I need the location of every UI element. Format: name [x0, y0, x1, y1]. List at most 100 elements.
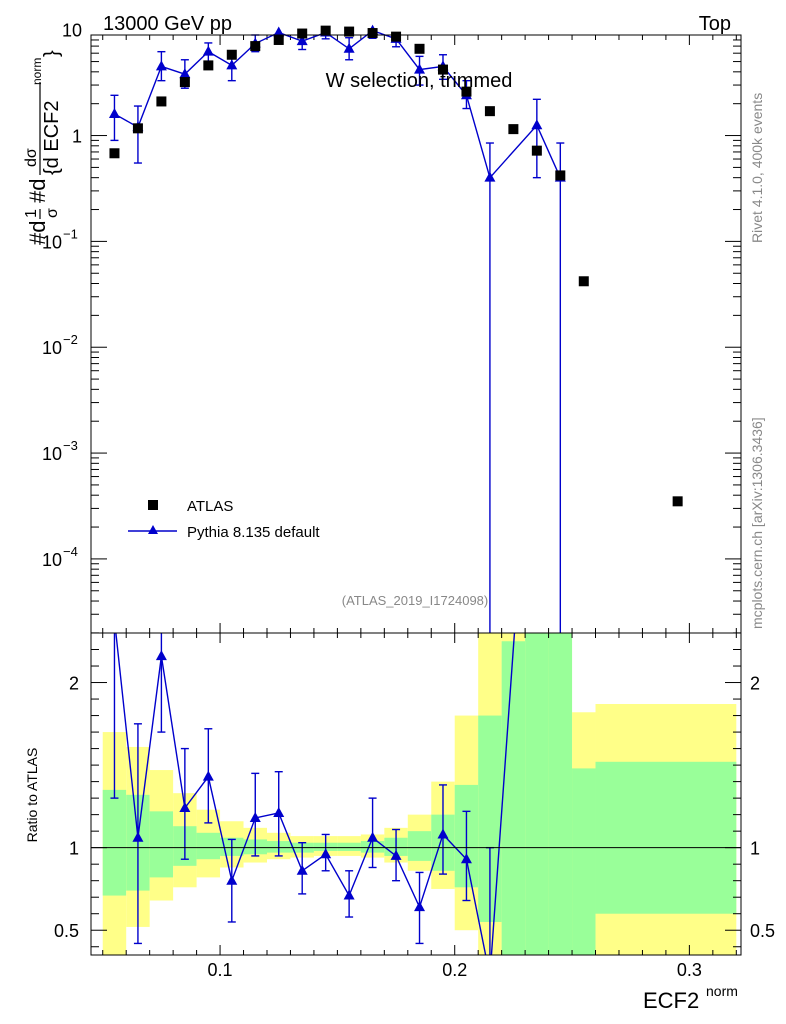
data-point — [508, 124, 519, 135]
data-point — [320, 25, 331, 36]
y-tick-exp-top: −1 — [63, 226, 78, 241]
mc-point — [296, 35, 308, 46]
band-inner — [595, 761, 737, 914]
x-axis-label: ECF2 — [643, 988, 699, 1013]
x-axis-label-sup: norm — [706, 983, 738, 999]
ratio-point — [367, 831, 379, 842]
legend-mc-marker — [148, 525, 158, 534]
rivet-note: Rivet 4.1.0, 400k events — [749, 93, 765, 243]
ratio-point — [414, 901, 426, 912]
chart-title: W selection, trimmed — [326, 70, 513, 92]
y-tick-label-bottom: 1 — [69, 839, 79, 859]
mc-point — [273, 26, 285, 37]
data-point — [156, 96, 167, 107]
ratio-point — [296, 864, 308, 875]
ylabel-d2: #d — [25, 179, 50, 203]
data-point — [179, 77, 190, 88]
band-inner — [149, 811, 174, 878]
band-inner — [102, 789, 127, 896]
mc-point — [155, 60, 167, 71]
mc-point — [531, 119, 543, 130]
ratio-point — [249, 811, 261, 822]
mc-point — [108, 107, 120, 118]
y-tick-label-bottom-right: 1 — [750, 839, 760, 859]
data-series — [109, 25, 683, 507]
y-tick-exp-top: −3 — [63, 438, 78, 453]
ylabel-denominator: {d ECF2 — [41, 101, 63, 175]
ylabel-sigma: σ — [44, 208, 61, 218]
ratio-point — [390, 849, 402, 860]
band-inner — [525, 633, 549, 955]
data-point — [391, 31, 402, 42]
mc-point — [226, 59, 238, 70]
x-tick-label: 0.3 — [677, 960, 702, 980]
data-point — [672, 496, 683, 507]
legend-data-label: ATLAS — [187, 498, 233, 515]
ylabel-dsigma: dσ — [23, 148, 40, 167]
band-inner — [196, 832, 221, 860]
mc-line — [114, 29, 561, 180]
y-tick-label-top: 10 — [42, 444, 62, 464]
data-point — [226, 49, 237, 60]
data-point — [367, 28, 378, 39]
top-frame — [90, 34, 742, 634]
y-tick-label-bottom: 0.5 — [54, 921, 79, 941]
mc-point — [414, 63, 426, 74]
y-axis-label-bottom: Ratio to ATLAS — [24, 748, 40, 843]
ratio-point — [132, 831, 144, 842]
mc-series — [108, 24, 566, 633]
y-axis-label-top: #d 1 σ #d dσ {d ECF2 norm } — [23, 50, 63, 245]
y-tick-exp-top: −2 — [63, 332, 78, 347]
legend-data-marker — [148, 500, 158, 510]
data-point — [555, 170, 566, 181]
data-point — [578, 276, 589, 287]
ratio-series — [110, 633, 516, 955]
band-inner — [478, 715, 502, 922]
data-point — [132, 123, 143, 134]
band-inner — [572, 768, 596, 955]
data-point — [344, 26, 355, 37]
mc-point — [343, 42, 355, 53]
header-top: Top — [699, 13, 731, 35]
ratio-point — [155, 650, 167, 661]
y-tick-exp-top: −4 — [63, 544, 78, 559]
y-tick-label-top: 10 — [62, 21, 82, 41]
data-point — [531, 145, 542, 156]
y-tick-label-bottom: 2 — [69, 674, 79, 694]
ylabel-d1: #d — [25, 221, 50, 245]
ratio-point — [343, 889, 355, 900]
y-tick-label-bottom-right: 2 — [750, 674, 760, 694]
x-tick-label: 0.2 — [442, 960, 467, 980]
data-point — [273, 34, 284, 45]
data-point — [437, 64, 448, 75]
band-inner — [548, 633, 573, 955]
ratio-point — [320, 848, 332, 859]
ratio-point — [226, 874, 238, 885]
ylabel-close: } — [41, 50, 63, 57]
header-energy: 13000 GeV pp — [103, 13, 232, 35]
ratio-line — [115, 633, 516, 955]
ylabel-one: 1 — [23, 209, 40, 218]
data-point — [109, 148, 120, 159]
ratio-point — [437, 828, 449, 839]
data-point — [203, 60, 214, 71]
mc-point — [484, 171, 496, 182]
band-inner — [501, 641, 526, 955]
data-point — [250, 41, 261, 52]
analysis-id: (ATLAS_2019_I1724098) — [342, 593, 488, 608]
data-point — [461, 86, 472, 97]
y-tick-label-top: 10 — [42, 338, 62, 358]
band-inner — [337, 842, 361, 851]
ratio-point — [202, 770, 214, 781]
legend-mc-label: Pythia 8.135 default — [187, 524, 320, 541]
band-inner — [407, 831, 432, 861]
y-tick-label-bottom-right: 0.5 — [750, 921, 775, 941]
data-point — [484, 106, 495, 117]
data-point — [414, 43, 425, 54]
mcplots-note: mcplots.cern.ch [arXiv:1306.3436] — [749, 417, 765, 629]
bottom-frame — [90, 632, 742, 956]
y-tick-label-top: 10 — [42, 232, 62, 252]
mc-point — [202, 45, 214, 56]
mc-point — [179, 68, 191, 79]
